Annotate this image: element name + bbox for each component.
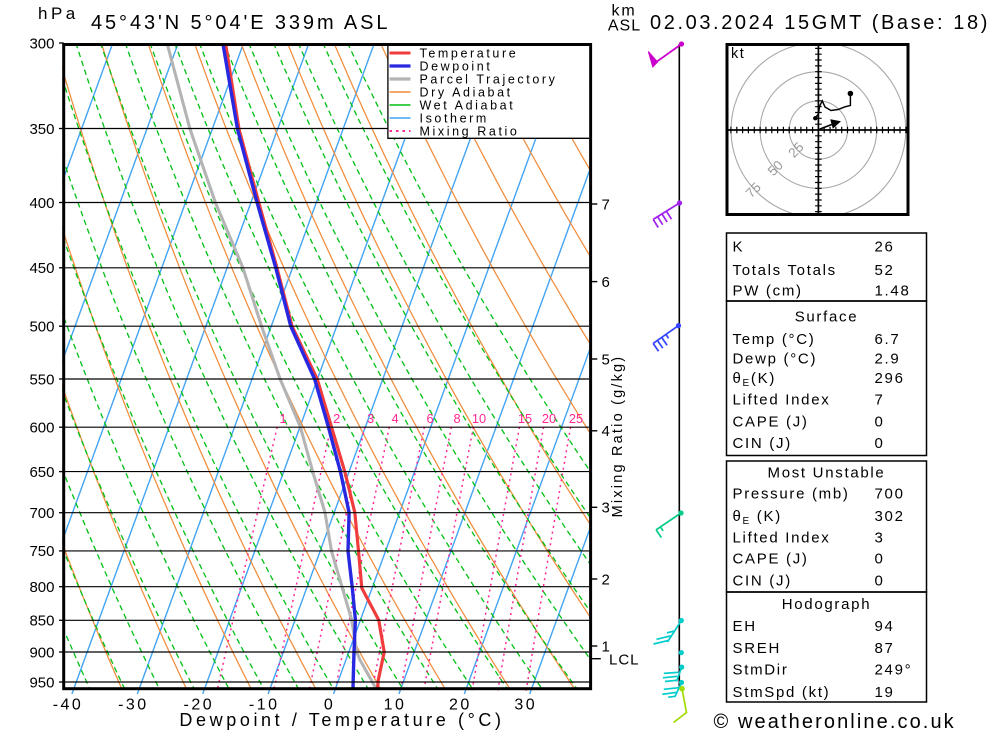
svg-text:Dewpoint / Temperature (°C): Dewpoint / Temperature (°C) bbox=[179, 710, 504, 730]
svg-text:550: 550 bbox=[29, 371, 54, 388]
svg-text:8: 8 bbox=[453, 411, 460, 426]
svg-text:Lifted Index: Lifted Index bbox=[733, 391, 831, 408]
svg-text:Isotherm: Isotherm bbox=[420, 112, 489, 126]
svg-text:1.48: 1.48 bbox=[875, 282, 911, 299]
svg-text:θE(K): θE(K) bbox=[733, 370, 777, 389]
svg-text:0: 0 bbox=[875, 550, 885, 567]
svg-text:Wet Adiabat: Wet Adiabat bbox=[420, 99, 516, 113]
svg-text:Hodograph: Hodograph bbox=[782, 596, 872, 613]
svg-text:750: 750 bbox=[29, 543, 54, 560]
svg-text:2: 2 bbox=[602, 571, 610, 588]
svg-text:4: 4 bbox=[602, 423, 610, 440]
svg-text:3: 3 bbox=[875, 529, 885, 546]
svg-text:-30: -30 bbox=[118, 697, 149, 714]
svg-text:249°: 249° bbox=[875, 661, 913, 678]
svg-text:Parcel Trajectory: Parcel Trajectory bbox=[420, 73, 558, 87]
svg-text:500: 500 bbox=[29, 319, 54, 336]
svg-text:52: 52 bbox=[875, 262, 895, 279]
svg-text:3: 3 bbox=[602, 500, 610, 517]
svg-text:ASL: ASL bbox=[608, 18, 641, 35]
svg-text:10: 10 bbox=[384, 697, 407, 714]
svg-text:Surface: Surface bbox=[795, 308, 859, 325]
svg-text:0: 0 bbox=[875, 435, 885, 452]
svg-text:CIN (J): CIN (J) bbox=[733, 572, 792, 589]
svg-text:CIN (J): CIN (J) bbox=[733, 435, 792, 452]
svg-text:Mixing Ratio: Mixing Ratio bbox=[420, 125, 520, 139]
svg-text:25: 25 bbox=[569, 411, 583, 426]
svg-text:02.03.2024 15GMT (Base: 18): 02.03.2024 15GMT (Base: 18) bbox=[650, 12, 990, 34]
svg-text:Temp (°C): Temp (°C) bbox=[733, 331, 816, 348]
svg-text:850: 850 bbox=[29, 613, 54, 630]
svg-text:0: 0 bbox=[324, 697, 335, 714]
svg-text:0: 0 bbox=[875, 413, 885, 430]
svg-text:-40: -40 bbox=[53, 697, 84, 714]
svg-text:1: 1 bbox=[602, 638, 610, 655]
svg-text:950: 950 bbox=[29, 674, 54, 691]
svg-text:kt: kt bbox=[731, 46, 745, 62]
svg-text:26: 26 bbox=[875, 238, 895, 255]
svg-text:25: 25 bbox=[785, 139, 806, 160]
svg-text:Dry Adiabat: Dry Adiabat bbox=[420, 86, 513, 100]
svg-text:6.7: 6.7 bbox=[875, 331, 901, 348]
svg-text:PW (cm): PW (cm) bbox=[733, 282, 803, 299]
svg-text:3: 3 bbox=[367, 411, 374, 426]
svg-text:302: 302 bbox=[875, 508, 905, 525]
svg-text:7: 7 bbox=[875, 391, 885, 408]
svg-text:10: 10 bbox=[472, 411, 486, 426]
svg-text:94: 94 bbox=[875, 618, 895, 635]
svg-text:800: 800 bbox=[29, 579, 54, 596]
svg-text:30: 30 bbox=[514, 697, 537, 714]
svg-text:2.9: 2.9 bbox=[875, 350, 901, 367]
svg-text:15: 15 bbox=[518, 411, 532, 426]
svg-text:K: K bbox=[733, 238, 745, 255]
svg-text:87: 87 bbox=[875, 640, 895, 657]
svg-text:SREH: SREH bbox=[733, 640, 781, 657]
svg-text:0: 0 bbox=[875, 572, 885, 589]
svg-text:20: 20 bbox=[542, 411, 556, 426]
svg-text:CAPE (J): CAPE (J) bbox=[733, 413, 809, 430]
svg-text:-10: -10 bbox=[249, 697, 280, 714]
svg-text:19: 19 bbox=[875, 684, 895, 701]
svg-text:700: 700 bbox=[29, 505, 54, 522]
svg-text:6: 6 bbox=[426, 411, 433, 426]
svg-text:CAPE (J): CAPE (J) bbox=[733, 550, 809, 567]
svg-text:2: 2 bbox=[333, 411, 340, 426]
svg-text:5: 5 bbox=[602, 351, 610, 368]
svg-text:km: km bbox=[612, 3, 637, 20]
svg-text:650: 650 bbox=[29, 464, 54, 481]
svg-text:EH: EH bbox=[733, 618, 757, 635]
svg-text:350: 350 bbox=[29, 121, 54, 138]
svg-text:Temperature: Temperature bbox=[420, 47, 519, 61]
svg-text:StmSpd (kt): StmSpd (kt) bbox=[733, 684, 831, 701]
svg-text:Lifted Index: Lifted Index bbox=[733, 529, 831, 546]
svg-text:1: 1 bbox=[279, 411, 286, 426]
svg-text:hPa: hPa bbox=[38, 4, 79, 23]
svg-text:45°43'N 5°04'E 339m ASL: 45°43'N 5°04'E 339m ASL bbox=[91, 12, 390, 34]
svg-text:400: 400 bbox=[29, 195, 54, 212]
svg-text:450: 450 bbox=[29, 260, 54, 277]
svg-text:-20: -20 bbox=[183, 697, 214, 714]
svg-text:LCL: LCL bbox=[609, 652, 640, 669]
svg-text:7: 7 bbox=[602, 196, 610, 213]
svg-text:Pressure (mb): Pressure (mb) bbox=[733, 485, 850, 502]
svg-text:20: 20 bbox=[449, 697, 472, 714]
svg-text:Totals Totals: Totals Totals bbox=[733, 262, 837, 279]
svg-text:600: 600 bbox=[29, 420, 54, 437]
svg-text:Dewp (°C): Dewp (°C) bbox=[733, 350, 818, 367]
svg-text:StmDir: StmDir bbox=[733, 661, 789, 678]
svg-text:4: 4 bbox=[391, 411, 398, 426]
svg-text:296: 296 bbox=[875, 370, 905, 387]
svg-text:700: 700 bbox=[875, 485, 905, 502]
svg-text:Dewpoint: Dewpoint bbox=[420, 60, 493, 74]
svg-text:6: 6 bbox=[602, 274, 610, 291]
svg-text:θE (K): θE (K) bbox=[733, 508, 782, 527]
svg-text:300: 300 bbox=[29, 35, 54, 52]
svg-text:© weatheronline.co.uk: © weatheronline.co.uk bbox=[714, 711, 956, 733]
svg-text:Mixing Ratio (g/kg): Mixing Ratio (g/kg) bbox=[610, 355, 626, 518]
svg-text:900: 900 bbox=[29, 644, 54, 661]
svg-text:Most Unstable: Most Unstable bbox=[768, 464, 886, 481]
